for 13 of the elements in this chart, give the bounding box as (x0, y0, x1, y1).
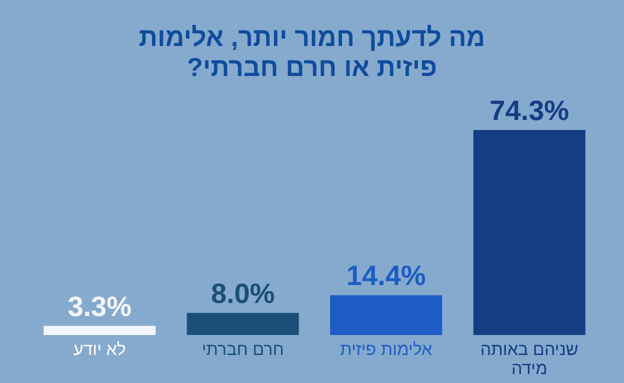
bar (44, 326, 156, 335)
data-label: 8.0% (210, 278, 276, 309)
bar (473, 130, 586, 335)
bar (186, 312, 299, 335)
data-label: 3.3% (66, 290, 133, 322)
chart-title: מה לדעתך חמור יותר, אלימות פיזית או חרם חברתי? (138, 22, 486, 82)
x-tick-label: לא יודע (72, 340, 127, 359)
bar (330, 295, 442, 335)
data-label: 74.3% (488, 95, 570, 126)
x-tick-label: אלימות פיזית (339, 340, 434, 359)
data-label: 14.4% (345, 260, 427, 292)
x-tick-label: שניהם באותה מידה (479, 340, 580, 378)
x-tick-label: חרם חברתי (200, 340, 285, 359)
